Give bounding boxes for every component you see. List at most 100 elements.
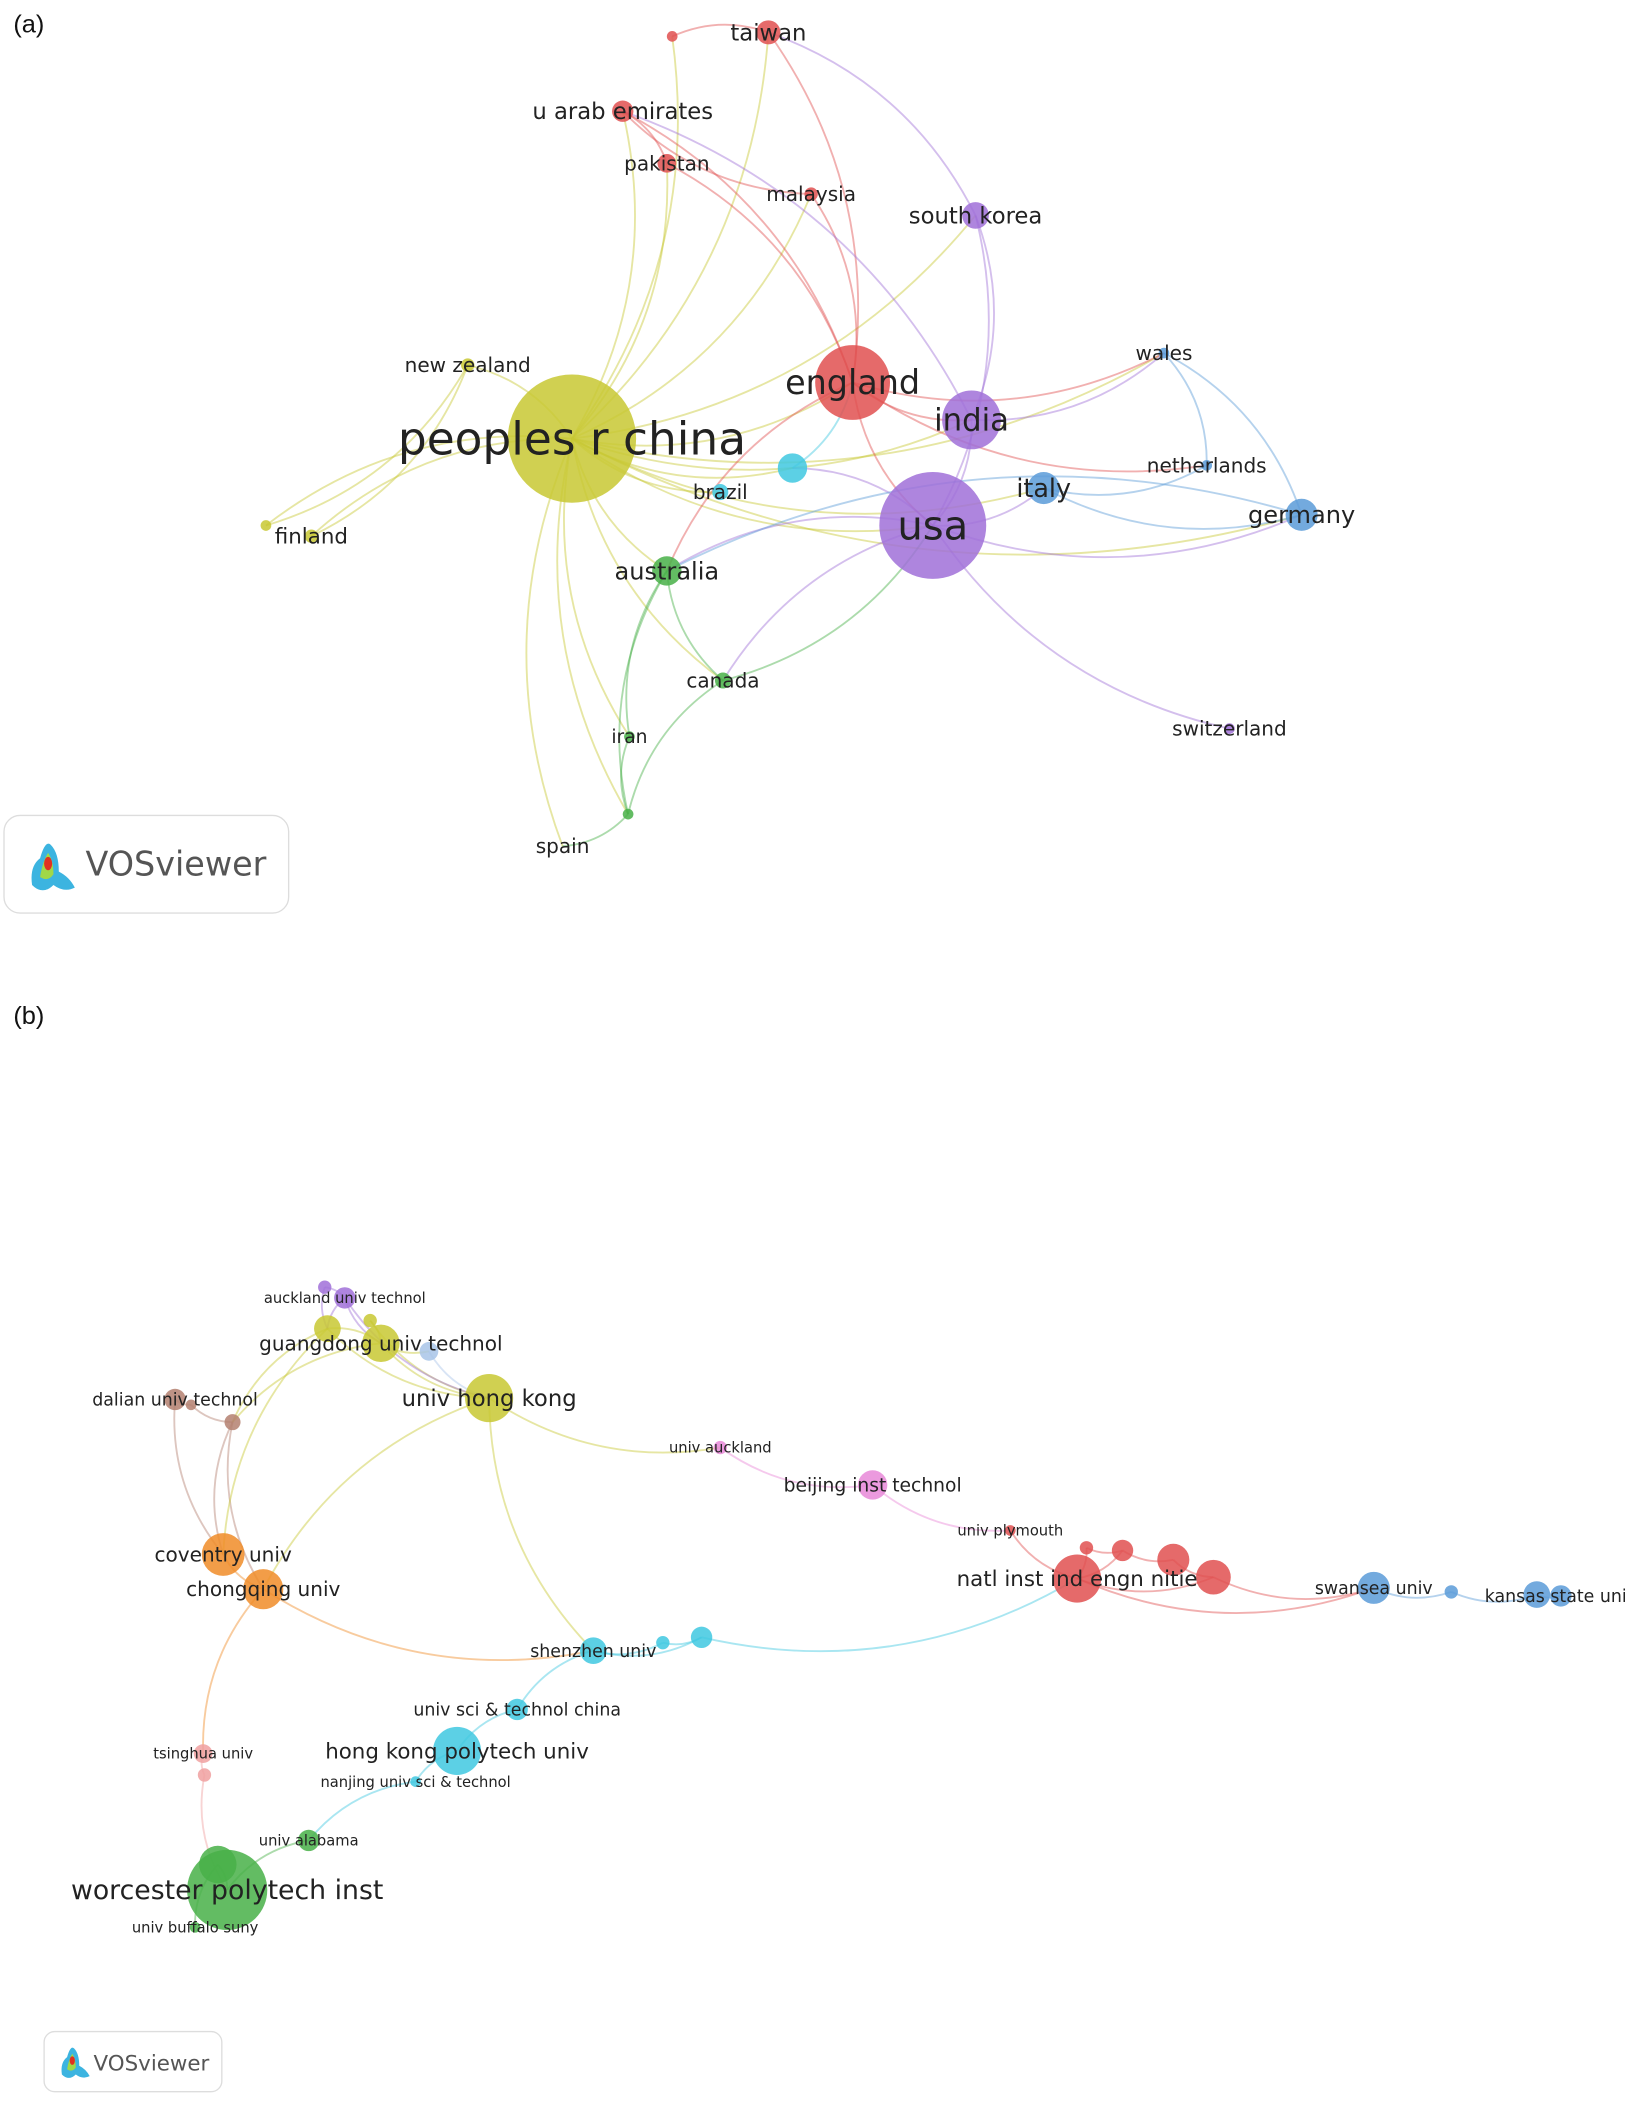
node-label-canada: canada [686, 669, 759, 693]
node-label-usa: usa [897, 504, 968, 550]
node-chongqing-univ[interactable] [243, 1569, 284, 1610]
node-nanjing-univ-sci-technol[interactable] [410, 1776, 421, 1787]
node-univ-sci-technol-china[interactable] [506, 1698, 528, 1721]
node-u-arab-emirates[interactable] [612, 100, 634, 122]
node-label-dalian-univ-technol: dalian univ technol [92, 1391, 258, 1411]
node-shenzhen-univ[interactable] [579, 1637, 607, 1665]
country-network: peoples r china england india usa italy germa… [260, 20, 1355, 858]
node[interactable] [777, 453, 808, 483]
link-edge [701, 1577, 1078, 1653]
node-germany[interactable] [1285, 498, 1318, 531]
node[interactable] [690, 1626, 713, 1649]
node-taiwan[interactable] [756, 20, 781, 45]
link-edge [307, 1780, 416, 1842]
node-guangdong-univ-technol[interactable] [362, 1324, 400, 1363]
link-edge [202, 1588, 264, 1754]
node[interactable] [1157, 1543, 1190, 1576]
link-edge [618, 570, 668, 815]
link-edge [310, 364, 469, 538]
node[interactable] [318, 1280, 332, 1294]
node[interactable] [1079, 1541, 1094, 1555]
node-label-south-korea: south korea [909, 203, 1043, 229]
node-auckland-univ-technol[interactable] [334, 1287, 356, 1309]
node-dalian-univ-technol[interactable] [164, 1388, 186, 1411]
node-hong-kong-polytech-univ[interactable] [432, 1726, 482, 1775]
link-edge [265, 364, 469, 527]
node-natl-inst-ind-engn-nitie[interactable] [1053, 1554, 1102, 1603]
panel-b-tag: (b) [13, 1002, 44, 1030]
vosviewer-logo-icon [31, 843, 75, 891]
node-univ-alabama[interactable] [298, 1829, 320, 1852]
node-australia[interactable] [652, 556, 682, 586]
link-edge [562, 813, 629, 848]
node-beijing-inst-technol[interactable] [857, 1470, 888, 1500]
node-label-italy: italy [1016, 473, 1071, 503]
node[interactable] [666, 31, 678, 42]
node[interactable] [1444, 1585, 1458, 1599]
node-univ-auckland[interactable] [713, 1440, 727, 1455]
node-swansea-univ[interactable] [1357, 1571, 1390, 1604]
node-label-netherlands: netherlands [1147, 453, 1267, 477]
node-finland[interactable] [304, 529, 319, 543]
link-edge [622, 110, 854, 383]
node-south-korea[interactable] [962, 202, 989, 229]
link-edge [872, 1484, 1011, 1532]
node-peoples-r-china[interactable] [507, 374, 637, 503]
node[interactable] [1523, 1581, 1551, 1608]
node-label-worcester-polytech-inst: worcester polytech inst [71, 1875, 383, 1906]
node-wales[interactable] [1158, 347, 1170, 359]
link-edge [627, 679, 724, 815]
node-italy[interactable] [1027, 472, 1060, 505]
node-label-univ-auckland: univ auckland [669, 1440, 772, 1457]
node-india[interactable] [942, 390, 1001, 450]
node-label-brazil: brazil [693, 480, 748, 504]
node-label-univ-sci-technol-china: univ sci & technol china [413, 1701, 621, 1721]
link-edge [768, 31, 977, 216]
link-edge [1213, 1576, 1375, 1600]
node-england[interactable] [815, 345, 891, 420]
node-canada[interactable] [714, 672, 731, 689]
node[interactable] [1111, 1539, 1134, 1562]
link-edge [1163, 352, 1303, 516]
node-univ-buffalo-suny[interactable] [189, 1921, 201, 1933]
node-switzerland[interactable] [1224, 723, 1235, 734]
node-label-natl-inst-ind-engn-nitie: natl inst ind engn nitie [957, 1567, 1198, 1592]
node-pakistan[interactable] [657, 153, 677, 173]
node-kansas-state-univ[interactable] [1550, 1585, 1572, 1607]
node-coventry-univ[interactable] [201, 1533, 245, 1576]
node-univ-plymouth[interactable] [1004, 1525, 1016, 1536]
node[interactable] [1196, 1559, 1231, 1595]
node[interactable] [622, 808, 634, 820]
node-univ-hong-kong[interactable] [465, 1374, 514, 1423]
link-edge [620, 736, 631, 815]
node[interactable] [260, 520, 272, 531]
link-edge [262, 1588, 594, 1662]
vosviewer-logo-a: VOSviewer [3, 814, 290, 914]
node-usa[interactable] [879, 472, 987, 579]
node-malaysia[interactable] [804, 187, 818, 201]
link-edge [852, 381, 1207, 473]
node[interactable] [656, 1635, 670, 1650]
node[interactable] [185, 1399, 197, 1411]
link-edge [231, 1327, 328, 1423]
node[interactable] [224, 1414, 241, 1431]
link-edge [625, 570, 668, 737]
node-tsinghua-univ[interactable] [193, 1744, 213, 1763]
node[interactable] [363, 1313, 377, 1328]
link-edge [222, 1327, 329, 1555]
node-label-guangdong-univ-technol: guangdong univ technol [259, 1331, 502, 1355]
node[interactable] [314, 1315, 341, 1342]
link-edge [488, 1398, 595, 1652]
node-new-zealand[interactable] [461, 358, 475, 372]
node-label-iran: iran [611, 727, 647, 748]
node-netherlands[interactable] [1201, 459, 1213, 471]
node-iran[interactable] [624, 731, 635, 742]
node[interactable] [419, 1341, 439, 1361]
node[interactable] [199, 1845, 237, 1884]
link-edge [665, 570, 724, 682]
node-label-spain: spain [536, 834, 590, 858]
node[interactable] [197, 1768, 212, 1782]
node-brazil[interactable] [712, 484, 729, 501]
institution-network: auckland univ technol guangdong univ tech… [71, 1280, 1625, 1936]
